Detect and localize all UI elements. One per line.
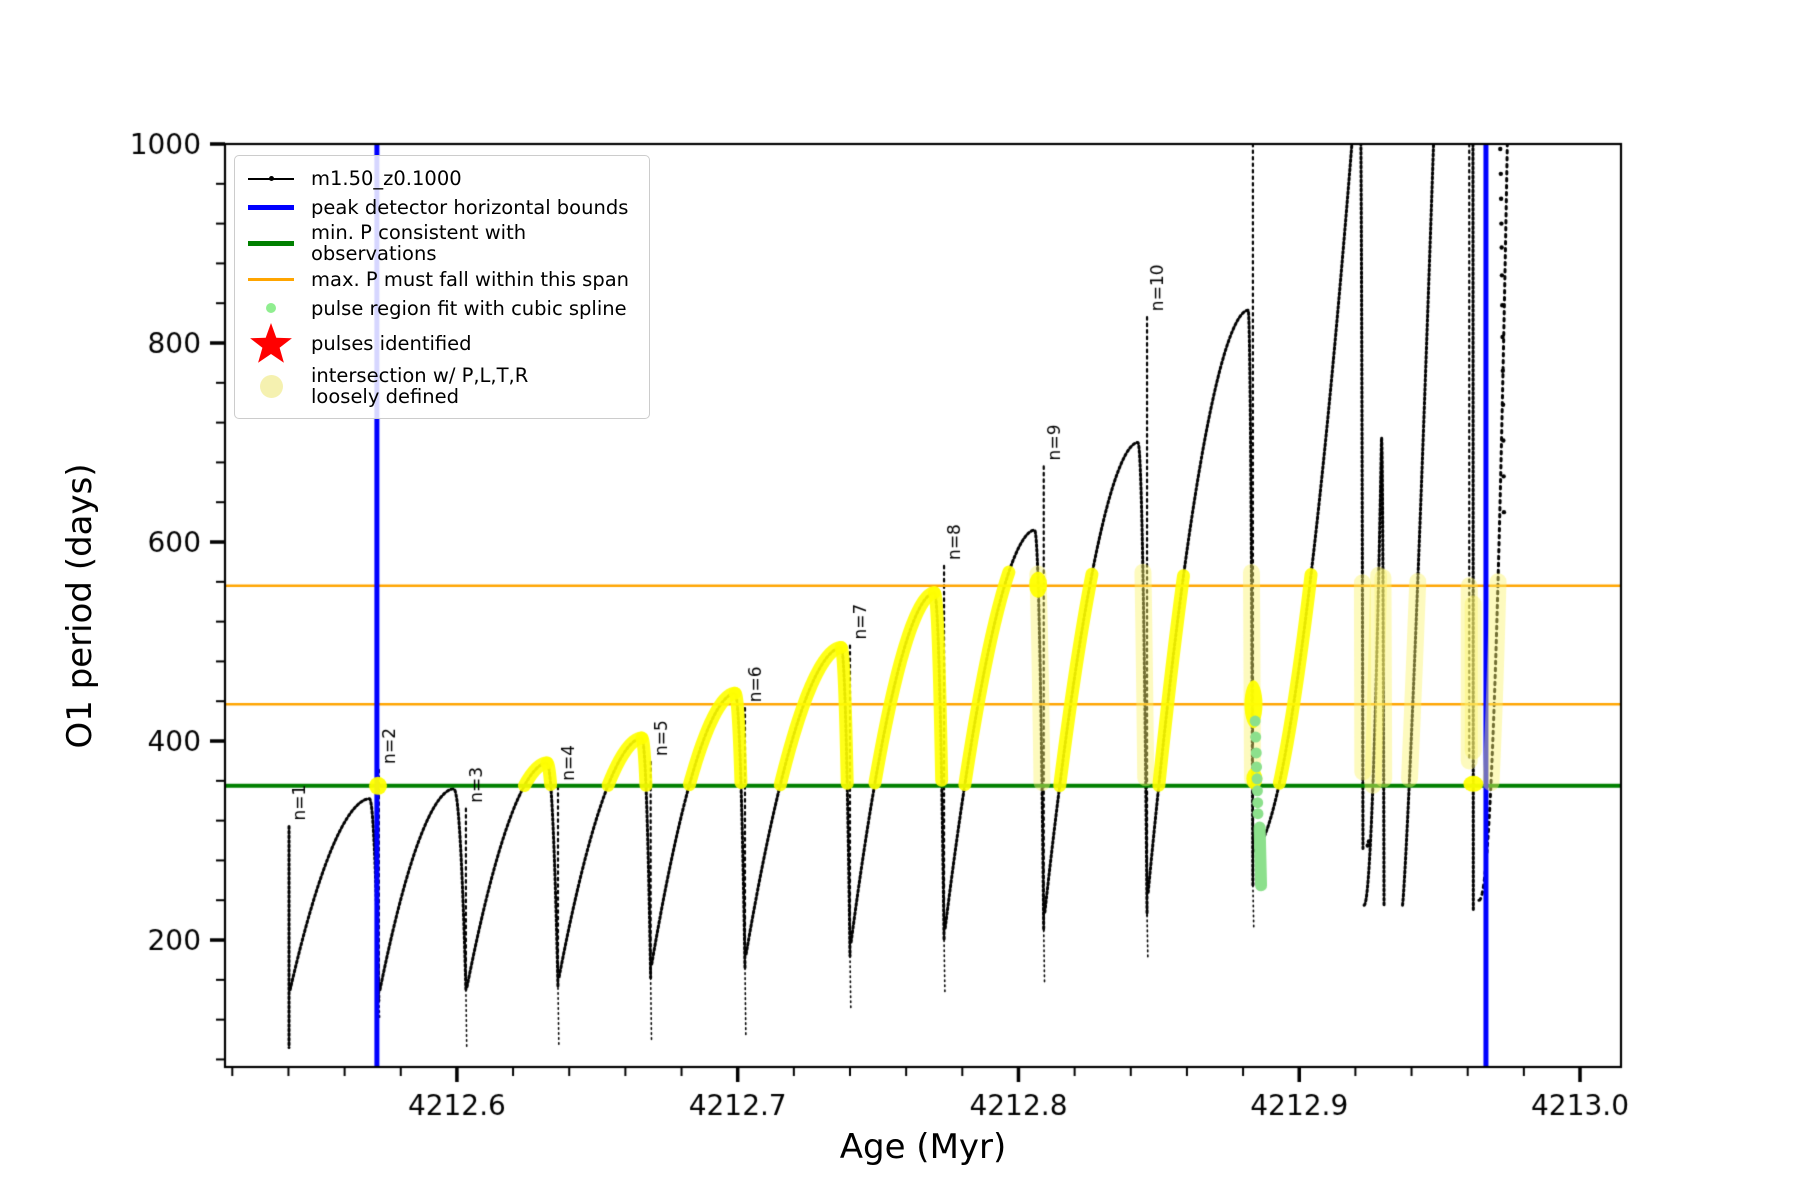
blue-line-marker-icon	[243, 205, 299, 210]
y-axis-label: O1 period (days)	[60, 463, 100, 749]
legend-label: pulse region fit with cubic spline	[311, 296, 627, 320]
legend-item-pulses-identified: pulses identified	[243, 322, 639, 365]
series-line-marker-icon	[243, 176, 299, 181]
legend-item-series: m1.50_z0.1000	[243, 164, 639, 193]
green-dot-marker-icon	[243, 303, 299, 314]
legend-item-max-p-span: max. P must fall within this span	[243, 265, 639, 294]
legend: m1.50_z0.1000 peak detector horizontal b…	[234, 155, 650, 419]
orange-line-marker-icon	[243, 277, 299, 281]
legend-label: peak detector horizontal bounds	[311, 195, 629, 219]
green-line-marker-icon	[243, 240, 299, 246]
legend-item-peak-detector-bounds: peak detector horizontal bounds	[243, 193, 639, 222]
pale-yellow-dot-marker-icon	[243, 374, 299, 398]
legend-label: pulses identified	[311, 332, 472, 356]
legend-label: m1.50_z0.1000	[311, 166, 462, 190]
legend-item-pulse-region: pulse region fit with cubic spline	[243, 294, 639, 323]
legend-label: min. P consistent with observations	[311, 221, 527, 266]
x-axis-label: Age (Myr)	[839, 1127, 1007, 1167]
legend-label: max. P must fall within this span	[311, 267, 630, 291]
red-star-icon	[243, 322, 299, 365]
legend-item-intersection: intersection w/ P,L,T,R loosely defined	[243, 365, 639, 408]
legend-item-min-p: min. P consistent with observations	[243, 222, 639, 265]
legend-label: intersection w/ P,L,T,R loosely defined	[311, 363, 529, 409]
